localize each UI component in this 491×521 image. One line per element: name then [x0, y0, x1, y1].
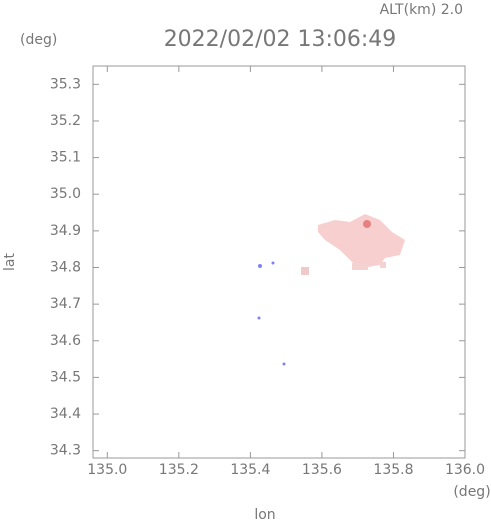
y-axis-label: lat — [2, 253, 18, 271]
echo-edge — [282, 362, 286, 366]
echo-area — [380, 262, 386, 268]
echo-edge — [271, 261, 275, 265]
y-tick-label: 34.3 — [50, 443, 81, 459]
y-tick-label: 34.9 — [50, 223, 81, 239]
x-tick-label: 136.0 — [445, 462, 485, 478]
echo-edge — [258, 264, 262, 268]
x-unit: (deg) — [453, 484, 490, 500]
y-tick-label: 35.2 — [50, 113, 81, 129]
y-tick-label: 35.3 — [50, 76, 81, 92]
chart-subtitle: ALT(km) 2.0 — [380, 2, 463, 18]
y-tick-label: 34.7 — [50, 296, 81, 312]
x-tick-label: 135.4 — [230, 462, 270, 478]
echo-field — [257, 214, 405, 366]
y-tick-label: 34.5 — [50, 369, 81, 385]
y-unit: (deg) — [20, 32, 57, 48]
y-tick-label: 35.1 — [50, 150, 81, 166]
x-tick-label: 135.6 — [302, 462, 342, 478]
x-tick-label: 135.2 — [159, 462, 199, 478]
x-tick-label: 135.0 — [87, 462, 127, 478]
echo-area — [318, 214, 405, 268]
y-tick-label: 35.0 — [50, 186, 81, 202]
y-tick-label: 34.4 — [50, 406, 81, 422]
echo-area — [352, 263, 368, 270]
echo-core — [363, 220, 371, 228]
x-tick-label: 135.8 — [373, 462, 413, 478]
y-tick-label: 34.8 — [50, 259, 81, 275]
chart-title: 2022/02/02 13:06:49 — [164, 27, 397, 52]
echo-edge — [257, 316, 261, 320]
y-tick-label: 34.6 — [50, 333, 81, 349]
echo-area — [301, 267, 309, 275]
x-axis-label: lon — [254, 507, 275, 521]
plot-frame — [92, 65, 466, 459]
